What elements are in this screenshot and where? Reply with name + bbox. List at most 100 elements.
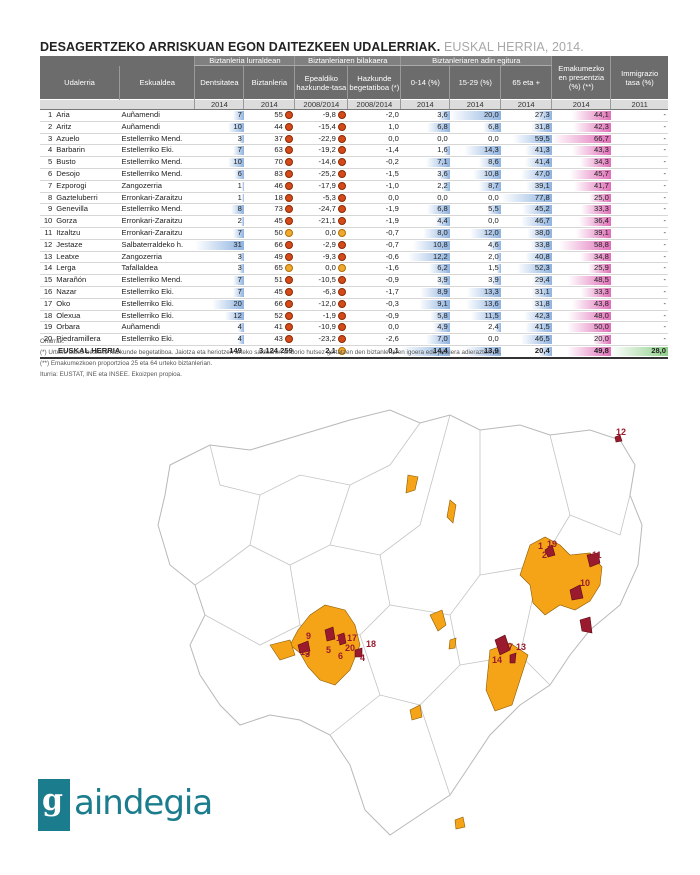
column-header-row: Udalerria Eskualdea Dentsitatea Biztanle… [40,65,668,100]
cell-age-0-14-value: 4,9 [437,322,448,332]
cell-growth: -9,3 [294,251,348,264]
cell-region: Estellerriko Mend. [119,156,195,169]
cell-age-0-14: 0,0 [400,133,450,146]
cell-population-value: 49 [274,251,283,261]
cell-population-value: 45 [274,216,283,226]
cell-growth: 2,1 [294,344,348,359]
table-row: 16 Nazar Estellerriko Eki. 7 45 -6,3 -1,7 8,9 13… [40,286,668,299]
cell-growth: -22,9 [294,133,348,146]
cell-age-0-14-value: 7,0 [437,334,448,344]
cell-growth-value: -17,9 [318,180,336,190]
cell-age-0-14-value: 3,6 [437,168,448,178]
cell-region: Estellerriko Eki. [119,286,195,299]
cell-density-bar [242,181,244,191]
cell-growth-value: 0,0 [325,263,336,273]
table-row: 17 Oko Estellerriko Eki. 20 66 -12,0 -0,3 9,1 13… [40,298,668,311]
cell-age-65-bar [530,122,552,132]
cell-age-15-29-value: 2,4 [488,322,499,332]
cell-density: 7 [194,227,244,240]
cell-age-65-value: 41,4 [534,157,550,167]
cell-growth: -21,1 [294,215,348,228]
cell-immigration: - [610,286,668,299]
cell-population: 37 [243,133,295,146]
cell-female-value: 42,3 [594,121,609,131]
cell-total-age-0-14-bar [400,346,450,356]
cell-age-15-29-bar [494,323,501,333]
cell-age-15-29-value: 2,0 [488,251,499,261]
cell-female-value: 36,4 [594,216,609,226]
population-indicator-icon [284,193,293,202]
cell-age-15-29: 2,0 [449,251,501,264]
cell-female-bar [587,264,611,274]
table-row: 18 Olexua Estellerriko Eki. 12 52 -1,9 -0,9 5,8… [40,310,668,323]
table-row: 11 Itzaltzu Erronkari-Zaraitzu 7 50 0,0 -0,7 8,… [40,227,668,240]
population-indicator-icon [284,276,293,285]
cell-age-15-29-value: 0,0 [488,192,499,202]
table-row: 1 Aria Auñamendi 7 55 -9,8 -2,0 3,6 20,0 27,3 44,1… [40,109,668,122]
cell-region: Auñamendi [119,109,195,122]
cell-vegetative: -1,9 [347,215,401,228]
cell-population-value: 73 [274,204,283,214]
cell-age-0-14: 3,6 [400,168,450,181]
cell-age-15-29-value: 3,9 [488,275,499,285]
map-label: 3 [305,649,310,659]
cell-age-15-29: 6,8 [449,121,501,134]
cell-female: 43,8 [551,298,611,311]
cell-age-0-14-value: 10,8 [432,239,448,249]
cell-index: 11 [40,227,55,240]
cell-density-value: 10 [233,157,242,167]
cell-female-value: 33,3 [594,286,609,296]
cell-age-15-29-bar [489,240,501,250]
cell-age-0-14: 6,8 [400,121,450,134]
cell-region: Erronkari-Zaraitzu [119,215,195,228]
cell-population: 45 [243,286,295,299]
cell-age-15-29-bar [478,158,501,167]
cell-growth-value: -1,9 [322,310,336,320]
cell-age-15-29: 5,5 [449,203,501,217]
cell-age-65-bar [521,335,552,344]
map-label: 18 [366,639,376,649]
cell-female-bar [568,311,611,321]
cell-immigration: - [610,168,668,181]
year-header-row: 2014 2014 2008/2014 2008/2014 2014 2014 … [40,99,668,110]
cell-region: Estellerriko Eki. [119,298,195,311]
cell-age-65-bar [512,134,552,144]
map-label: 7 [508,642,513,652]
population-indicator-icon [284,205,293,214]
cell-density-bar [232,276,244,285]
cell-age-65-value: 40,8 [534,251,550,261]
cell-age-15-29-value: 14,3 [483,145,499,155]
cell-population-value: 18 [274,192,283,202]
cell-age-65: 42,3 [500,310,552,323]
cell-age-0-14-value: 3,6 [437,110,448,119]
cell-total-female-value: 49,8 [594,345,609,355]
cell-age-65: 77,8 [500,192,552,205]
cell-female-value: 48,0 [594,310,609,320]
cell-density-value: 7 [237,227,242,237]
cell-female-bar [579,252,611,262]
cell-age-65: 52,3 [500,262,552,276]
cell-age-15-29-value: 4,6 [488,239,499,249]
cell-age-15-29-value: 0,0 [488,216,499,226]
cell-growth: -24,7 [294,203,348,217]
cell-index: 7 [40,180,55,193]
cell-age-65-value: 33,8 [534,239,550,249]
cell-population: 63 [243,144,295,158]
cell-age-0-14: 7,1 [400,156,450,169]
map-internal-borders [194,414,631,796]
cell-municipality: Nazar [54,286,120,299]
cell-age-65: 31,8 [500,298,552,311]
cell-age-0-14: 3,9 [400,274,450,287]
cell-density: 8 [194,203,244,217]
cell-density: 1 [194,180,244,193]
cell-municipality: Desojo [54,168,120,181]
cell-municipality: Olexua [54,310,120,323]
cell-age-15-29: 10,8 [449,168,501,181]
growth-indicator-icon [337,217,346,226]
cell-age-0-14: 1,6 [400,144,450,158]
cell-total-density: 149 [194,344,244,359]
cell-age-0-14: 3,6 [400,109,450,122]
cell-age-65-value: 41,3 [534,145,550,155]
year-label: 2014 [500,99,552,110]
cell-total-female-bar [566,346,611,356]
